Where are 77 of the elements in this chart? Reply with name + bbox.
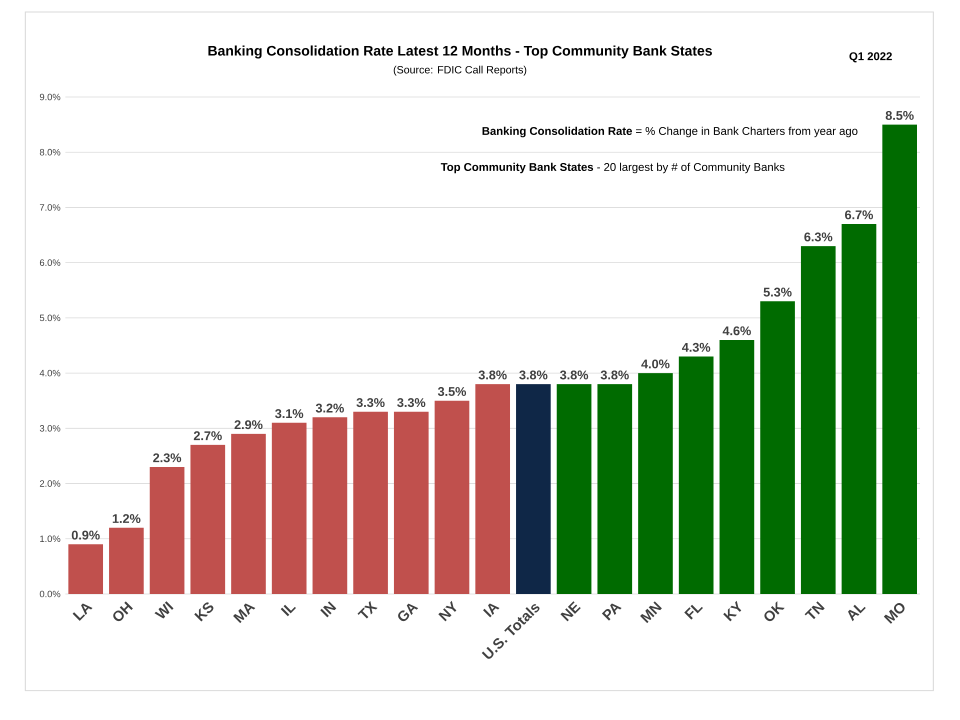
bar [68,544,104,594]
x-tick-label: OH [113,601,133,622]
bar [231,434,266,594]
y-tick-label: 2.0% [40,480,60,487]
annotation: Top Community Bank States - 20 largest by # of Community Banks [440,162,785,174]
data-label: 3.2% [316,404,344,413]
chart-title: Banking Consolidation Rate Latest 12 Months - Top Community Bank States [208,45,712,59]
data-label: 2.9% [234,420,263,430]
x-tick-label: TX [358,600,378,619]
bar [312,417,348,594]
x-tick-label: FL [684,604,703,620]
bar [190,444,226,594]
y-tick-label: 6.0% [40,259,60,266]
data-label: 1.2% [112,514,140,524]
y-tick-label: 3.0% [40,425,60,432]
bar [842,224,876,594]
bar [556,384,592,594]
bar [882,124,917,594]
x-tick-label: TN [804,601,825,620]
x-tick-label: NY [438,600,456,622]
x-tick-label: KS [194,602,214,622]
x-tick-label: AL [848,604,866,622]
x-tick-label: OK [764,601,785,622]
y-tick-label: 9.0% [40,94,60,100]
x-tick-label: IL [280,604,296,616]
x-tick-label: IA [483,603,500,618]
text: Q1 2022 [849,52,892,62]
x-tick-label: LA [72,603,93,621]
data-label: 3.3% [397,398,426,408]
bar [760,301,795,594]
data-label: 4.6% [722,326,751,336]
bar [678,356,714,594]
y-tick-label: 7.0% [40,204,60,211]
data-label: 3.8% [600,370,629,380]
x-tick-label: PA [602,603,622,621]
chart-subtitle: (Source: FDIC Call Reports) [394,66,526,76]
data-label: 3.3% [356,398,385,408]
bar [516,384,551,594]
data-label: 4.0% [641,359,670,368]
data-label: 3.8% [519,370,548,380]
bar [720,340,754,594]
x-tick-label: GA [398,604,418,622]
x-tick-label: MO [884,602,905,624]
data-label: 3.5% [438,387,466,396]
annotation: Banking Consolidation Rate = % Change in Bank Charters from year ago [482,126,858,138]
data-label: 0.9% [72,530,100,540]
x-tick-label: MA [233,603,256,624]
data-label: 3.8% [478,370,507,380]
data-label: 2.7% [194,431,222,440]
data-label: 3.1% [275,409,304,418]
x-tick-label: WI [154,601,174,619]
bar [597,384,632,594]
bar [800,246,836,594]
data-label: 2.3% [153,453,182,462]
data-label: 3.8% [560,370,588,380]
bar [150,466,184,594]
x-tick-label: NE [560,601,581,622]
bar [272,422,307,594]
bar [394,412,429,594]
bar [353,412,388,594]
data-label: 6.3% [804,232,832,242]
data-label: 4.3% [682,342,710,352]
bar [109,528,144,594]
data-label: 8.5% [886,110,914,120]
y-tick-label: 0.0% [40,590,60,598]
data-label: 6.7% [845,210,874,220]
y-tick-label: 8.0% [40,148,60,156]
data-label: 5.3% [764,288,792,297]
y-tick-label: 5.0% [40,314,60,322]
y-tick-label: 4.0% [40,370,60,376]
bar [638,373,673,594]
x-tick-label: KY [723,600,742,622]
y-tick-label: 1.0% [40,535,60,542]
x-tick-label: IN [320,601,336,618]
bar [434,400,470,594]
x-tick-label: MN [640,601,662,624]
bar [475,384,510,594]
